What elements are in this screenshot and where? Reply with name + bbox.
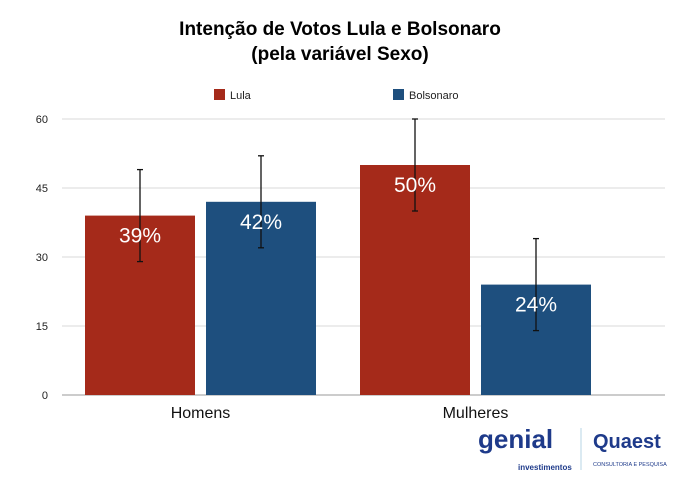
legend: Lula Bolsonaro — [214, 89, 459, 102]
y-tick-label: 45 — [36, 183, 48, 195]
legend-swatch — [393, 89, 404, 100]
data-label: 50% — [394, 174, 436, 197]
y-tick-label: 60 — [36, 114, 48, 126]
legend-label: Lula — [230, 90, 252, 102]
y-tick-label: 15 — [36, 321, 48, 333]
chart-subtitle: (pela variável Sexo) — [251, 44, 428, 65]
genial-logo: genial investimentos — [478, 424, 572, 472]
genial-logo-subtext: investimentos — [518, 463, 572, 472]
genial-logo-text: genial — [478, 424, 553, 454]
x-tick-label: Homens — [171, 405, 231, 422]
x-tick-label: Mulheres — [443, 405, 509, 422]
chart-title: Intenção de Votos Lula e Bolsonaro — [179, 19, 501, 40]
bars: 39% 42% 50% 24% — [85, 118, 591, 395]
quaest-logo-subtext: CONSULTORIA E PESQUISA — [593, 462, 667, 468]
y-tick-label: 0 — [42, 390, 48, 402]
quaest-logo: Quaest CONSULTORIA E PESQUISA — [593, 431, 667, 468]
y-tick-label: 30 — [36, 252, 48, 264]
legend-label: Bolsonaro — [409, 90, 459, 102]
legend-swatch — [214, 89, 225, 100]
data-label: 42% — [240, 211, 282, 234]
x-axis-labels: Homens Mulheres — [171, 405, 509, 422]
data-label: 39% — [119, 225, 161, 248]
quaest-logo-text: Quaest — [593, 431, 661, 453]
data-label: 24% — [515, 294, 557, 317]
